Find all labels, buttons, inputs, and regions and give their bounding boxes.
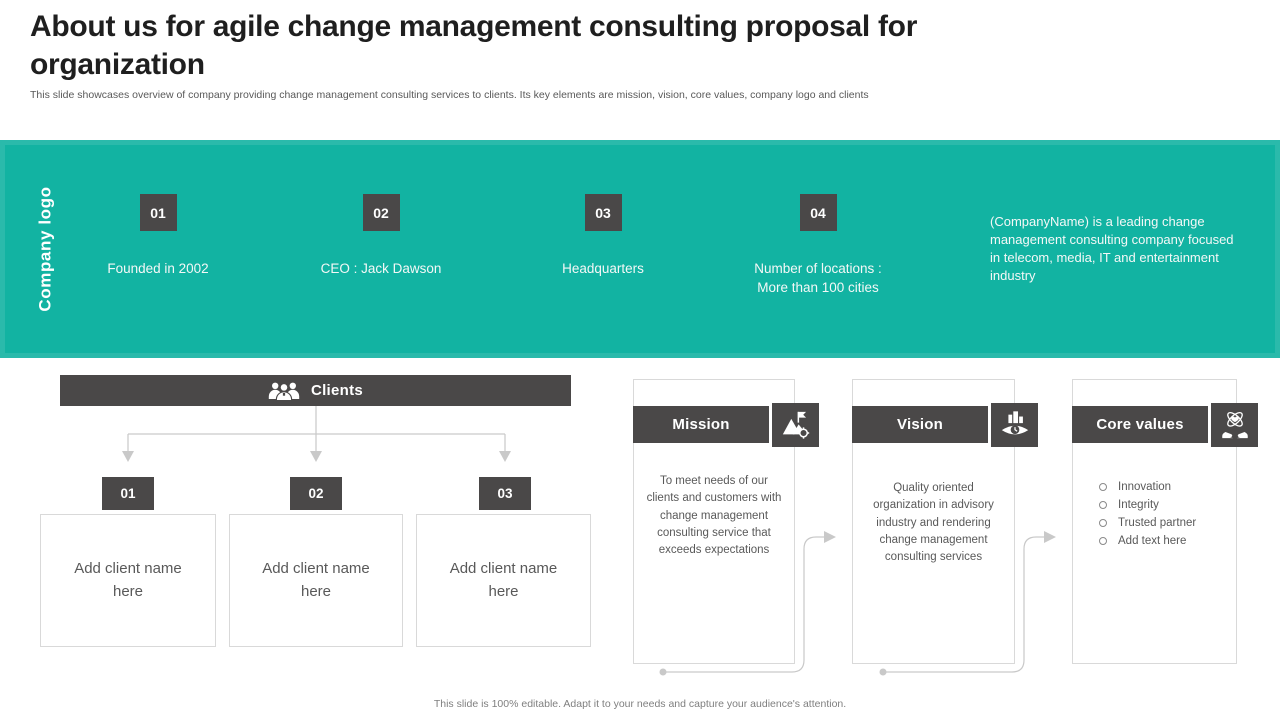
slide-footer: This slide is 100% editable. Adapt it to…	[433, 698, 847, 710]
core-values-title: Core values	[1096, 416, 1184, 433]
core-value-item: Trusted partner	[1099, 515, 1196, 531]
fact-founded: 01 Founded in 2002	[68, 140, 248, 279]
fact-locations: 04 Number of locations : More than 100 c…	[728, 140, 908, 298]
fact-ceo: 02 CEO : Jack Dawson	[291, 140, 471, 279]
fact-number-04: 04	[799, 194, 837, 231]
company-overview-band: Company logo 01 Founded in 2002 02 CEO :…	[0, 140, 1280, 358]
company-description: (CompanyName) is a leading change manage…	[990, 214, 1234, 283]
fact-number-02: 02	[362, 194, 400, 231]
client-number-03: 03	[479, 477, 531, 510]
core-value-item[interactable]: Add text here	[1099, 533, 1196, 549]
mission-header-bar: Mission	[633, 406, 769, 443]
fact-label-locations: Number of locations : More than 100 citi…	[754, 261, 882, 295]
clients-header-label: Clients	[310, 382, 364, 399]
fact-label-ceo: CEO : Jack Dawson	[320, 261, 442, 276]
vision-eye-icon	[991, 403, 1038, 447]
client-name-placeholder-3[interactable]: Add client name here	[416, 514, 591, 647]
mission-flag-mountain-icon	[772, 403, 819, 447]
vision-text: Quality oriented organization in advisor…	[873, 482, 994, 563]
vision-panel: Vision Quality oriented organization in …	[852, 379, 1038, 664]
core-values-panel: Core values Innovation Integrity Trusted…	[1072, 379, 1258, 664]
fact-label-headquarters: Headquarters	[562, 261, 644, 276]
fact-headquarters: 03 Headquarters	[513, 140, 693, 279]
core-values-header-bar: Core values	[1072, 406, 1208, 443]
client-number-01: 01	[102, 477, 154, 510]
bullet-circle-icon	[1099, 501, 1107, 510]
core-values-hands-atom-icon	[1211, 403, 1258, 447]
fact-number-01: 01	[139, 194, 177, 231]
core-value-item: Integrity	[1099, 497, 1196, 513]
client-name-placeholder-2[interactable]: Add client name here	[229, 514, 403, 647]
bullet-circle-icon	[1099, 483, 1107, 492]
vision-header-bar: Vision	[852, 406, 988, 443]
bullet-circle-icon	[1099, 519, 1107, 528]
core-values-list: Innovation Integrity Trusted partner Add…	[1099, 479, 1196, 551]
fact-label-founded: Founded in 2002	[107, 261, 209, 276]
vision-title: Vision	[897, 416, 943, 433]
slide-subtitle: This slide showcases overview of company…	[30, 89, 869, 101]
fact-number-03: 03	[584, 194, 622, 231]
people-group-icon	[268, 380, 300, 402]
clients-header-bar: Clients	[60, 375, 571, 406]
mission-panel: Mission To meet needs of our clients and…	[633, 379, 819, 664]
page-title: About us for agile change management con…	[30, 10, 918, 81]
bullet-circle-icon	[1099, 537, 1107, 546]
mission-text: To meet needs of our clients and custome…	[646, 475, 782, 556]
client-name-placeholder-1[interactable]: Add client name here	[40, 514, 216, 647]
client-number-02: 02	[290, 477, 342, 510]
core-value-item: Innovation	[1099, 479, 1196, 495]
mission-title: Mission	[672, 416, 730, 433]
